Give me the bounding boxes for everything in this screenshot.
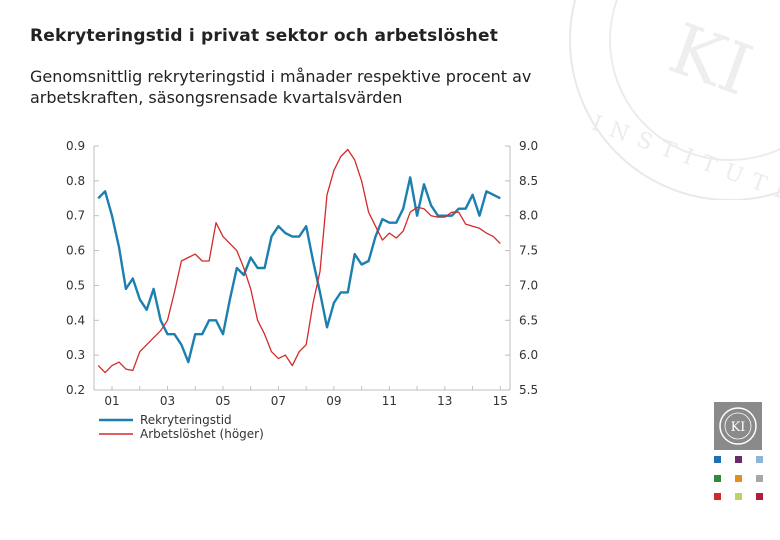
- right-tick-label: 8.5: [519, 174, 538, 188]
- swatch-lightblue-icon: [756, 456, 763, 463]
- x-tick-label: 11: [382, 394, 397, 408]
- x-tick-label: 13: [437, 394, 452, 408]
- right-axis-ticks: 5.5 6.0 6.5 7.0 7.5 8.0 8.5 9.0: [505, 139, 538, 397]
- swatch-orange-icon: [735, 475, 742, 482]
- legend: Rekryteringstid Arbetslöshet (höger): [99, 413, 264, 441]
- right-tick-label: 7.5: [519, 244, 538, 258]
- swatch-gray-icon: [756, 475, 763, 482]
- right-tick-label: 7.0: [519, 278, 538, 292]
- left-tick-label: 0.7: [66, 209, 85, 223]
- logo-inner-ring: [724, 412, 752, 440]
- legend-label-arbetsloshet: Arbetslöshet (höger): [140, 427, 264, 441]
- left-tick-label: 0.3: [66, 348, 85, 362]
- chart-title: Rekryteringstid i privat sektor och arbe…: [30, 26, 499, 46]
- ki-seal-watermark: INSTITUTET KI: [569, 0, 780, 200]
- chart-subtitle: Genomsnittlig rekryteringstid i månader …: [30, 67, 532, 107]
- swatch-purple-icon: [735, 456, 742, 463]
- series-layer: [97, 148, 501, 374]
- x-tick-label: 09: [326, 394, 341, 408]
- right-tick-label: 6.5: [519, 313, 538, 327]
- left-tick-label: 0.9: [66, 139, 85, 153]
- seal-inner-ring: [609, 0, 780, 161]
- logo-background: [714, 402, 762, 450]
- x-tick-label: 01: [104, 394, 119, 408]
- right-tick-label: 5.5: [519, 383, 538, 397]
- swatch-green-icon: [714, 475, 721, 482]
- legend-label-rekryteringstid: Rekryteringstid: [140, 413, 232, 427]
- right-tick-label: 9.0: [519, 139, 538, 153]
- logo-letters: KI: [731, 420, 746, 435]
- left-axis-ticks: 0.2 0.3 0.4 0.5 0.6 0.7 0.8 0.9: [66, 139, 99, 397]
- x-axis-ticks: 01 03 05 07 09 11 13 15: [104, 386, 508, 408]
- x-tick-label: 15: [493, 394, 508, 408]
- seal-outer-ring: [569, 0, 780, 200]
- left-tick-label: 0.2: [66, 383, 85, 397]
- left-tick-label: 0.4: [66, 313, 85, 327]
- left-tick-label: 0.6: [66, 244, 85, 258]
- x-tick-label: 05: [215, 394, 230, 408]
- swatch-lime-icon: [735, 493, 742, 500]
- series-line-arbetsloshet: [97, 148, 501, 374]
- swatch-red-icon: [714, 493, 721, 500]
- ki-seal-logo: KI: [714, 402, 762, 450]
- right-tick-label: 8.0: [519, 209, 538, 223]
- logo-ring: [719, 407, 757, 445]
- swatch-blue-icon: [714, 456, 721, 463]
- left-tick-label: 0.5: [66, 278, 85, 292]
- chart-frame: [93, 146, 511, 391]
- right-tick-label: 6.0: [519, 348, 538, 362]
- swatch-darkred-icon: [756, 493, 763, 500]
- x-tick-label: 07: [271, 394, 286, 408]
- series-line-rekryteringstid: [97, 176, 501, 364]
- x-tick-label: 03: [160, 394, 175, 408]
- left-tick-label: 0.8: [66, 174, 85, 188]
